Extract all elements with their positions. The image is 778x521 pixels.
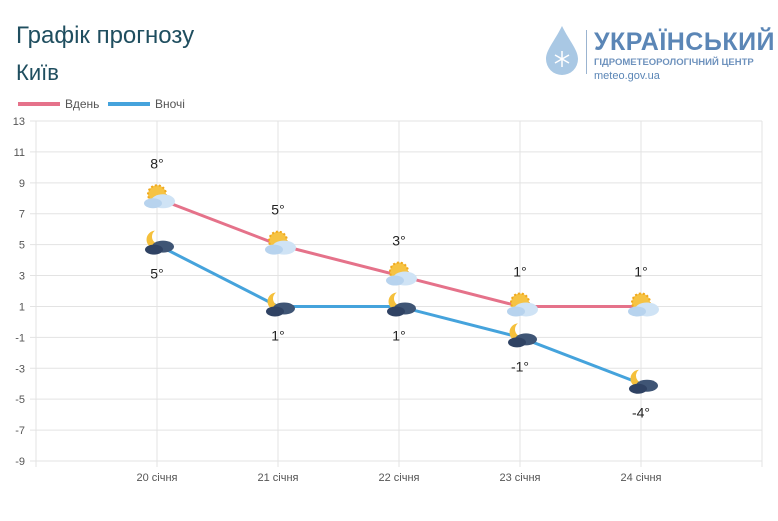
sun-cloud-icon <box>507 292 538 317</box>
x-tick-label: 21 січня <box>258 472 299 484</box>
data-label: 1° <box>392 327 405 343</box>
water-drop-icon <box>546 26 578 75</box>
y-tick-label: 11 <box>14 147 25 159</box>
moon-shape <box>146 230 164 249</box>
sun-cloud-icon <box>144 184 175 209</box>
data-label: 1° <box>513 263 526 279</box>
cloud-shape <box>386 275 404 286</box>
data-label: 1° <box>634 263 647 279</box>
logo-subtitle: ГІДРОМЕТЕОРОЛОГІЧНИЙ ЦЕНТР <box>594 57 754 68</box>
legend-label: Вночі <box>155 97 185 111</box>
y-tick-label: 3 <box>19 271 25 283</box>
y-tick-label: -1 <box>15 332 25 344</box>
x-tick-label: 24 січня <box>621 472 662 484</box>
x-tick-label: 20 січня <box>137 472 178 484</box>
legend-swatch-0 <box>18 102 60 106</box>
legend-label: Вдень <box>65 97 99 111</box>
y-tick-label: -3 <box>15 363 25 375</box>
cloud-shape <box>629 383 647 394</box>
moon-cloud-icon <box>387 292 416 317</box>
logo[interactable]: УКРАЇНСЬКИЙ ГІДРОМЕТЕОРОЛОГІЧНИЙ ЦЕНТР m… <box>544 22 776 82</box>
y-tick-label: 7 <box>19 209 25 221</box>
cloud-shape <box>628 306 646 317</box>
sun-cloud-icon <box>265 230 296 255</box>
moon-shape <box>388 292 406 311</box>
data-label: 1° <box>271 327 284 343</box>
logo-url[interactable]: meteo.gov.ua <box>594 70 660 82</box>
y-tick-label: 9 <box>19 178 25 190</box>
legend-swatch-1 <box>108 102 150 106</box>
moon-cloud-icon <box>145 230 174 255</box>
data-label: 8° <box>150 155 163 171</box>
data-label: 5° <box>150 266 163 282</box>
cloud-shape <box>144 198 162 209</box>
cloud-shape <box>265 244 283 255</box>
y-tick-label: -5 <box>15 394 25 406</box>
x-tick-label: 23 січня <box>500 472 541 484</box>
cloud-shape <box>387 306 405 317</box>
y-tick-label: -7 <box>15 425 25 437</box>
data-label: -4° <box>632 405 650 421</box>
city-name: Київ <box>16 60 59 85</box>
y-tick-label: 5 <box>19 240 25 252</box>
moon-cloud-icon <box>266 292 295 317</box>
y-tick-label: 13 <box>13 116 25 128</box>
sun-cloud-icon <box>386 261 417 286</box>
moon-shape <box>630 369 648 388</box>
moon-shape <box>509 323 527 342</box>
data-label: 5° <box>271 202 284 218</box>
cloud-shape <box>508 337 526 348</box>
logo-name: УКРАЇНСЬКИЙ <box>594 28 776 56</box>
y-tick-label: -9 <box>15 456 25 468</box>
sun-cloud-icon <box>628 292 659 317</box>
cloud-shape <box>507 306 525 317</box>
cloud-shape <box>266 306 284 317</box>
moon-cloud-icon <box>629 369 658 394</box>
cloud-shape <box>145 244 163 255</box>
x-tick-label: 22 січня <box>379 472 420 484</box>
moon-shape <box>267 292 285 311</box>
data-label: 3° <box>392 233 405 249</box>
moon-cloud-icon <box>508 323 537 348</box>
page-title: Графік прогнозу <box>16 22 195 49</box>
y-tick-label: 1 <box>19 301 25 313</box>
data-label: -1° <box>511 358 529 374</box>
